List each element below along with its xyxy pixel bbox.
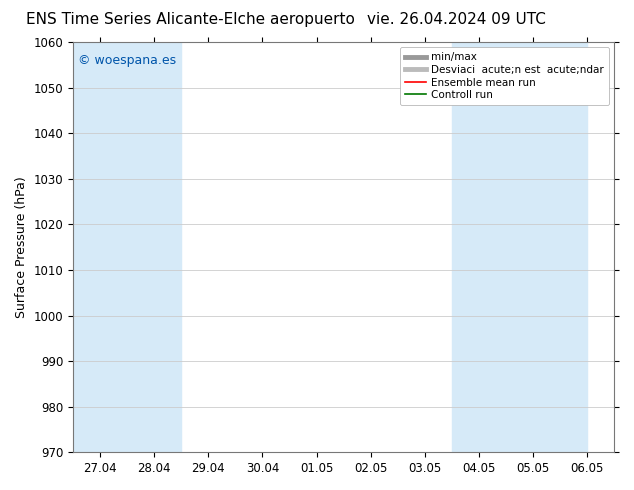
Bar xyxy=(73,42,127,452)
Legend: min/max, Desviaci  acute;n est  acute;ndar, Ensemble mean run, Controll run: min/max, Desviaci acute;n est acute;ndar… xyxy=(399,47,609,105)
Text: ENS Time Series Alicante-Elche aeropuerto: ENS Time Series Alicante-Elche aeropuert… xyxy=(26,12,354,27)
Bar xyxy=(506,42,560,452)
Bar xyxy=(560,42,587,452)
Text: © woespana.es: © woespana.es xyxy=(79,54,176,67)
Bar xyxy=(127,42,181,452)
Bar xyxy=(452,42,506,452)
Y-axis label: Surface Pressure (hPa): Surface Pressure (hPa) xyxy=(15,176,28,318)
Text: vie. 26.04.2024 09 UTC: vie. 26.04.2024 09 UTC xyxy=(367,12,546,27)
